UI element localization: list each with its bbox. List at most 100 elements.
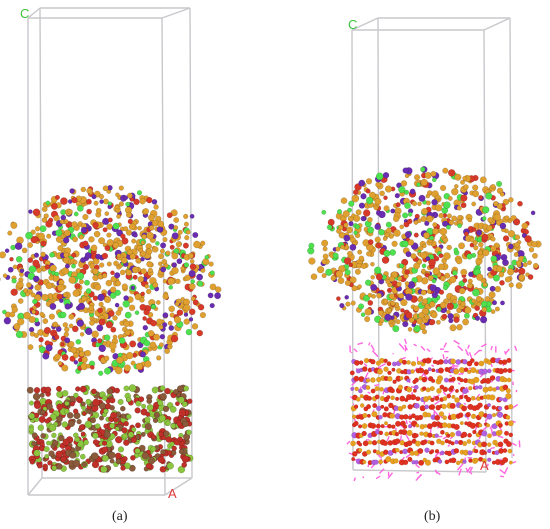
atom [355, 396, 361, 402]
atom [89, 365, 95, 370]
atom [416, 182, 421, 187]
atom [140, 256, 145, 262]
atom [36, 463, 43, 469]
atom [505, 393, 512, 400]
atom [470, 413, 477, 420]
atom [140, 250, 147, 257]
atom [207, 292, 214, 299]
atom [107, 217, 113, 223]
atom [25, 291, 31, 297]
atom [64, 326, 70, 333]
atom [460, 301, 466, 307]
atom [429, 404, 436, 411]
atom [474, 315, 481, 321]
atom [82, 263, 90, 271]
atom [376, 292, 382, 299]
bond [442, 354, 445, 360]
atom [449, 402, 456, 410]
atom [156, 226, 163, 233]
atom [0, 251, 7, 259]
axis-label: C [348, 17, 357, 32]
atom [365, 196, 374, 205]
atom [460, 202, 467, 209]
atom [54, 334, 60, 340]
atom [89, 417, 97, 424]
atom [355, 209, 362, 216]
atom [413, 232, 419, 238]
atom [2, 309, 7, 315]
atom [377, 368, 384, 375]
atom [43, 326, 52, 335]
atom [29, 331, 36, 337]
atom [407, 456, 413, 463]
atom [92, 398, 100, 407]
atom [125, 269, 133, 276]
atom [134, 407, 141, 414]
atom [151, 198, 158, 205]
atom [453, 447, 460, 454]
atom [455, 359, 462, 365]
atom [432, 267, 441, 275]
atom [71, 252, 77, 258]
atom [518, 273, 526, 281]
atom [61, 364, 69, 372]
bond [368, 342, 371, 346]
atom [437, 459, 443, 464]
atom [508, 243, 514, 250]
bond [463, 402, 467, 406]
atom [459, 421, 464, 426]
atom [120, 413, 126, 419]
atom [405, 293, 413, 301]
atom [76, 319, 85, 327]
bond [416, 471, 420, 474]
atom [64, 229, 71, 237]
atom [158, 324, 164, 330]
atom [16, 280, 24, 289]
atom [485, 192, 493, 200]
atom [528, 246, 535, 253]
atom [45, 282, 53, 290]
atom [420, 178, 428, 187]
atom [460, 194, 468, 202]
atom [429, 318, 436, 326]
atom [91, 330, 99, 339]
atom [496, 203, 503, 210]
atom [425, 357, 432, 364]
bond [371, 350, 379, 358]
bond [377, 366, 382, 370]
atom [474, 448, 479, 454]
atom [81, 411, 87, 416]
atom [499, 191, 505, 197]
atom [64, 263, 70, 269]
atom [146, 398, 153, 405]
atom [466, 253, 473, 260]
atom [173, 217, 180, 224]
atom [46, 233, 52, 239]
atom [487, 403, 492, 408]
atom [157, 220, 165, 228]
atom [439, 227, 448, 236]
atom [149, 341, 157, 349]
atom [471, 201, 477, 207]
atom [98, 344, 107, 353]
atom [188, 317, 194, 322]
atom [502, 367, 508, 373]
atom [421, 207, 428, 215]
atom [430, 170, 437, 177]
atom [472, 288, 480, 297]
atom [395, 420, 402, 427]
atom [183, 262, 190, 268]
atom [367, 239, 374, 246]
atom [490, 183, 496, 190]
atom [330, 275, 337, 281]
atom [508, 432, 514, 438]
atom [351, 457, 356, 462]
atom [78, 279, 84, 285]
atom [449, 275, 457, 284]
atom [367, 216, 373, 223]
atom [69, 188, 75, 194]
atom [32, 275, 40, 283]
atom [321, 209, 327, 215]
atom [404, 231, 412, 238]
atom [370, 283, 378, 292]
